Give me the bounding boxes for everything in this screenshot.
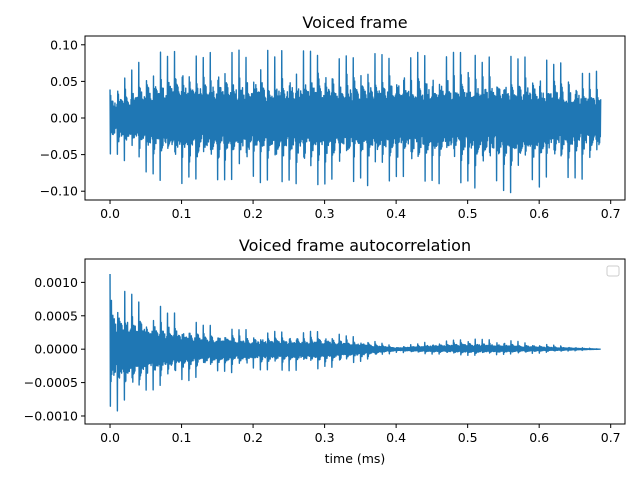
chart-voiced-frame-autocorrelation: Voiced frame autocorrelation 0.0 0.1 0.2 0.…	[24, 236, 626, 466]
x-tick-label: 0.5	[458, 430, 478, 445]
plot-frame	[84, 258, 626, 425]
x-tick-label: 0.0	[100, 430, 120, 445]
x-tick-label: 0.7	[601, 430, 621, 445]
y-tick-label: −0.05	[40, 147, 78, 162]
legend-box	[606, 265, 620, 277]
chart-title: Voiced frame autocorrelation	[239, 236, 471, 255]
y-tick-label: −0.0005	[24, 375, 78, 390]
waveform-line	[109, 274, 602, 412]
chart-title: Voiced frame	[302, 13, 407, 32]
x-tick-label: 0.1	[172, 206, 192, 221]
x-axis: 0.0 0.1 0.2 0.3 0.4 0.5 0.6 0.7	[100, 200, 621, 221]
series-layer	[109, 274, 602, 412]
x-tick-label: 0.6	[529, 430, 549, 445]
y-tick-label: 0.0010	[34, 275, 78, 290]
x-tick-label: 0.2	[243, 430, 263, 445]
x-tick-label: 0.3	[315, 206, 335, 221]
x-tick-label: 0.6	[529, 206, 549, 221]
chart-voiced-frame: Voiced frame 0.0 0.1 0.2 0.3 0.4 0.5 0.6 0.7 0.…	[40, 13, 626, 221]
x-tick-label: 0.3	[315, 430, 335, 445]
plot-frame	[84, 35, 626, 201]
x-axis-label: time (ms)	[325, 451, 386, 466]
y-tick-label: −0.10	[40, 184, 78, 199]
x-tick-label: 0.7	[601, 206, 621, 221]
waveform-line	[109, 49, 602, 194]
x-tick-label: 0.0	[100, 206, 120, 221]
y-tick-label: 0.00	[50, 111, 78, 126]
series-layer	[109, 49, 602, 194]
y-tick-label: 0.0005	[34, 308, 78, 323]
x-axis: 0.0 0.1 0.2 0.3 0.4 0.5 0.6 0.7	[100, 424, 621, 445]
x-tick-label: 0.1	[172, 430, 192, 445]
x-tick-label: 0.4	[386, 206, 406, 221]
y-tick-label: 0.05	[50, 74, 78, 89]
x-tick-label: 0.5	[458, 206, 478, 221]
x-tick-label: 0.4	[386, 430, 406, 445]
y-axis: 0.10 0.05 0.00 −0.05 −0.10	[40, 37, 85, 199]
y-axis: 0.0010 0.0005 0.0000 −0.0005 −0.0010	[24, 275, 85, 423]
x-tick-label: 0.2	[243, 206, 263, 221]
y-tick-label: 0.0000	[34, 342, 78, 357]
y-tick-label: −0.0010	[24, 408, 78, 423]
y-tick-label: 0.10	[50, 37, 78, 52]
